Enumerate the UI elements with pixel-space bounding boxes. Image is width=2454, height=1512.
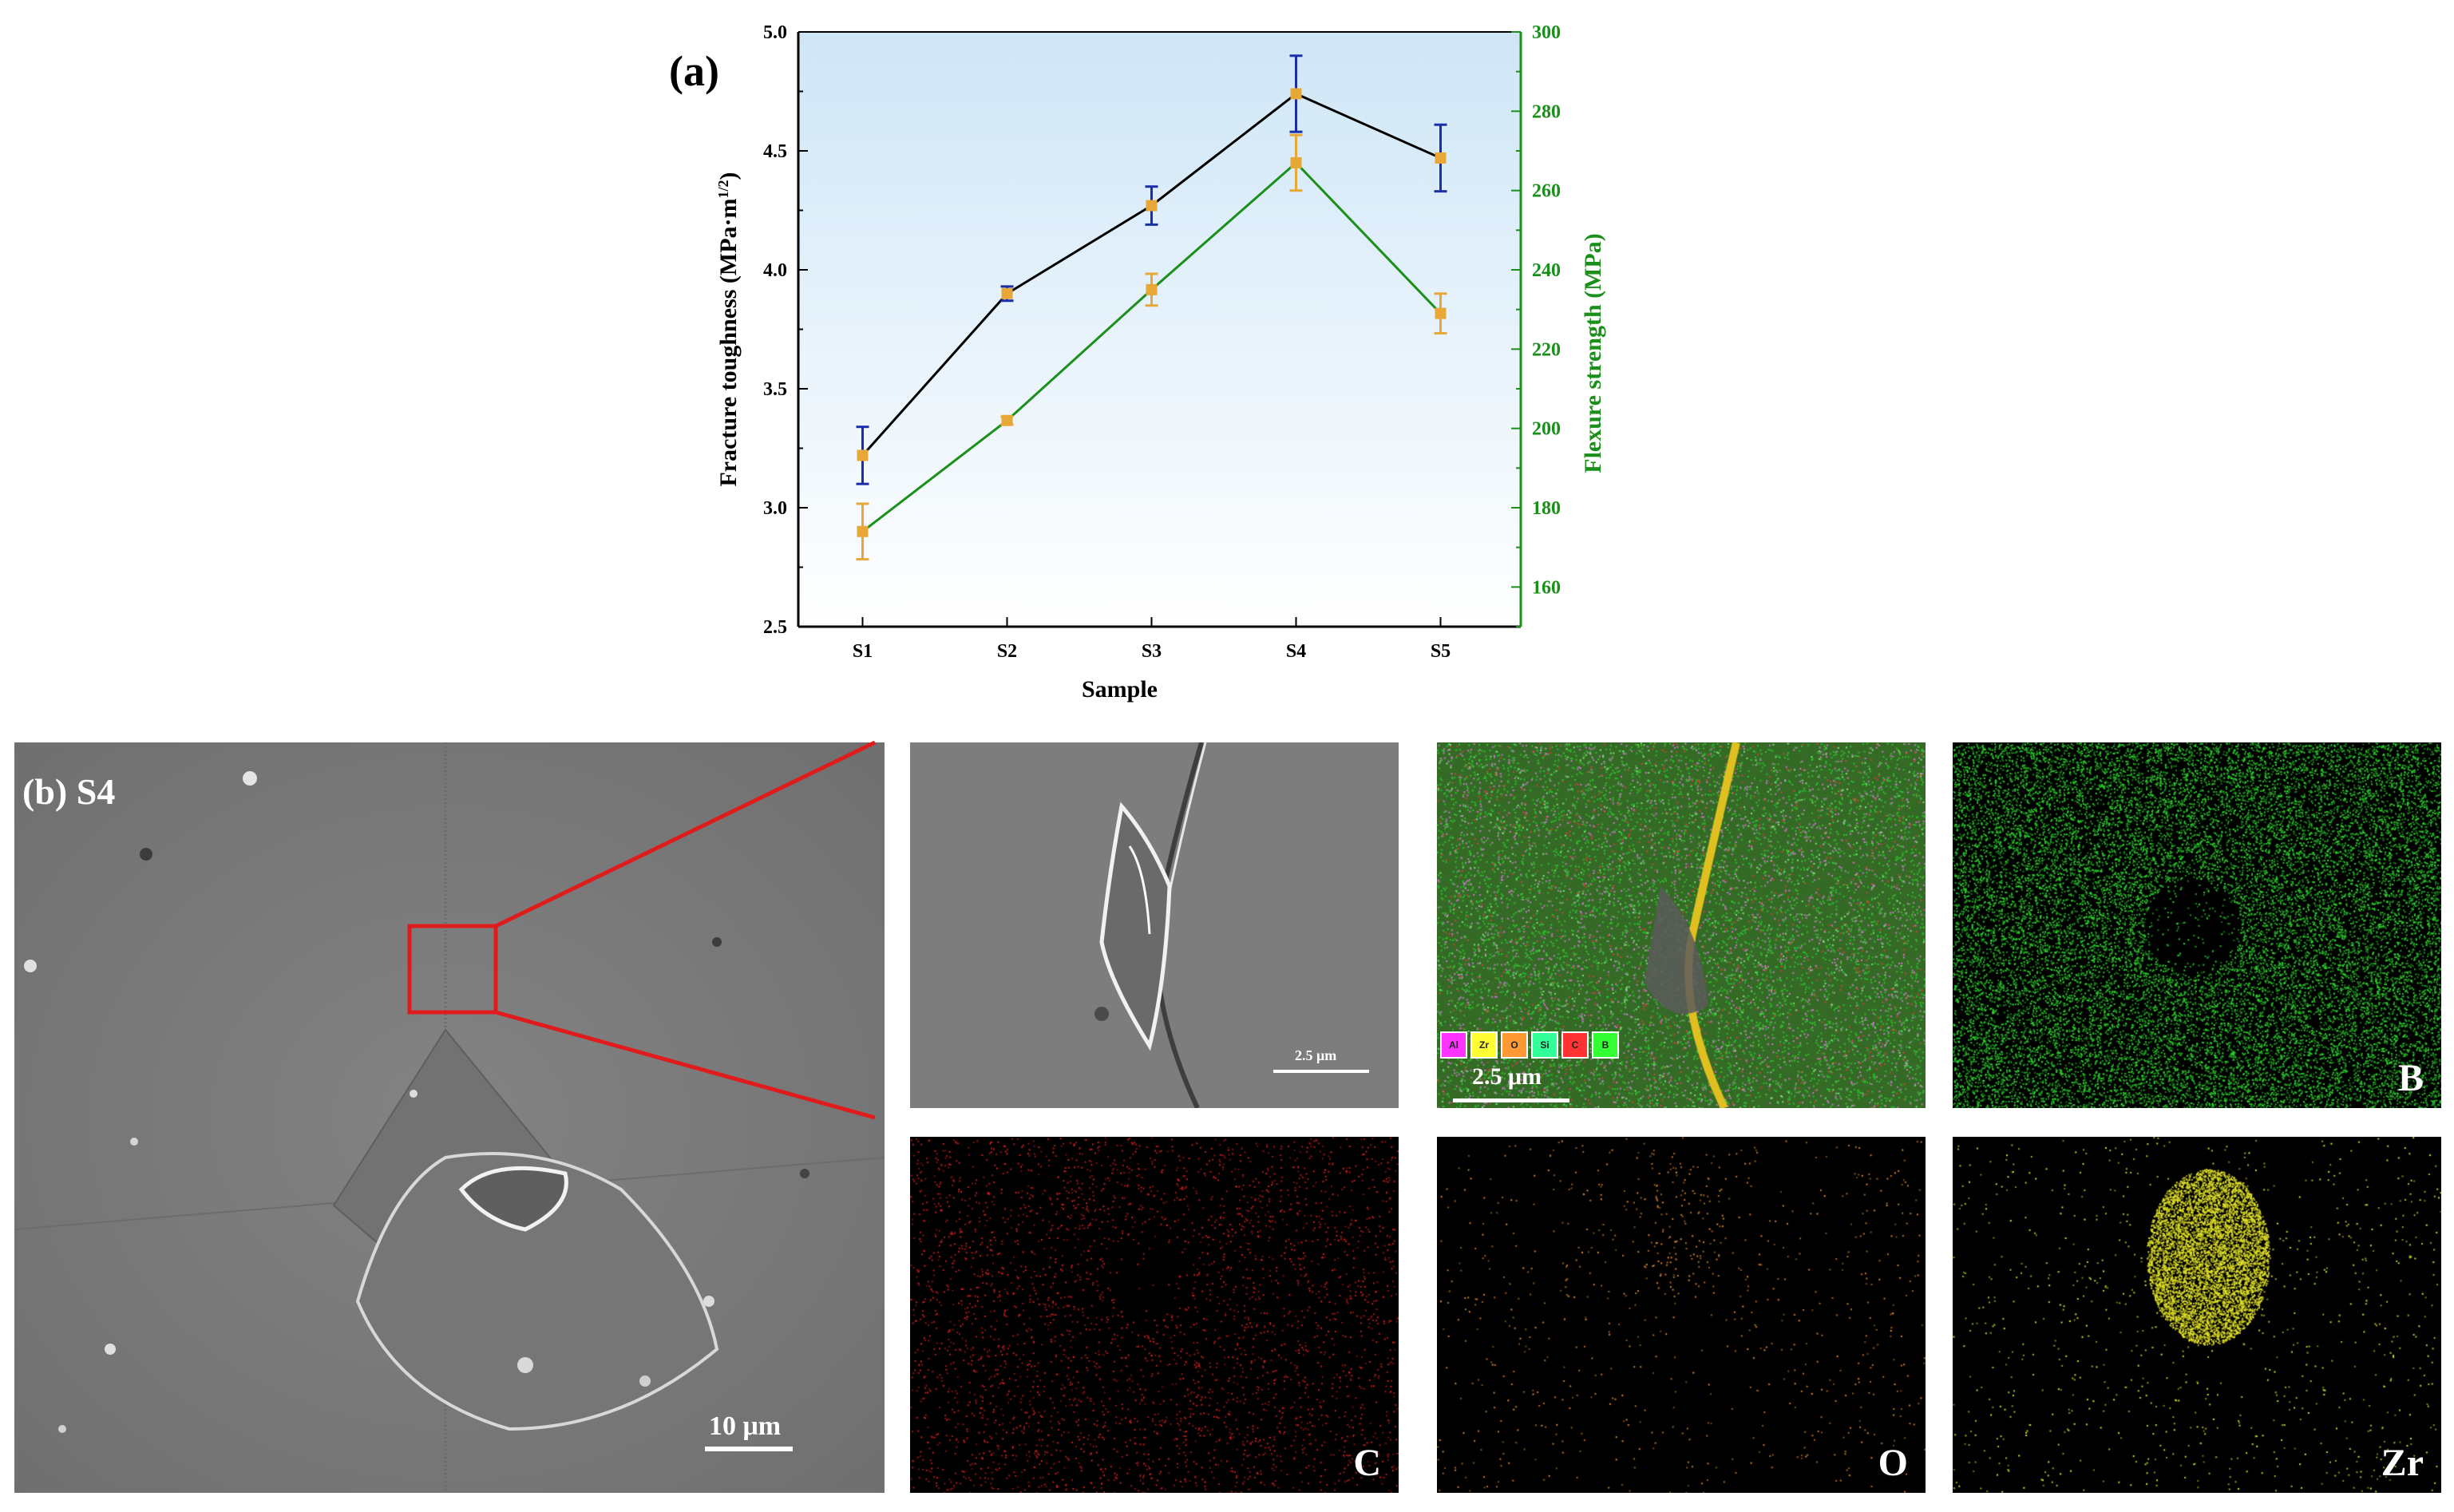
eds-map-b: B bbox=[1953, 742, 2441, 1108]
y-right-tick-label: 260 bbox=[1532, 181, 1561, 202]
sem-indent-texture bbox=[14, 742, 885, 1493]
y-left-tick-label: 4.5 bbox=[763, 141, 787, 162]
eds-map-b-dots bbox=[1953, 742, 2441, 1108]
series-2-point bbox=[1001, 414, 1013, 426]
scale-bar-overlay bbox=[1453, 1098, 1569, 1102]
x-tick-label: S4 bbox=[1286, 641, 1306, 662]
y-left-tick-label: 3.0 bbox=[763, 498, 787, 519]
series-1-point bbox=[1146, 200, 1158, 212]
x-tick-label: S1 bbox=[853, 641, 873, 662]
eds-map-c: C bbox=[910, 1137, 1399, 1493]
x-tick-label: S2 bbox=[997, 641, 1017, 662]
eds-map-zr: Zr bbox=[1953, 1137, 2441, 1493]
eds-map-o: O bbox=[1437, 1137, 1926, 1493]
eds-overlay-map: Al Zr O Si C B 2.5 μm bbox=[1437, 742, 1926, 1108]
y-right-tick-label: 240 bbox=[1532, 260, 1561, 281]
element-label-c: C bbox=[1353, 1442, 1381, 1484]
x-tick-label: S3 bbox=[1142, 641, 1162, 662]
panel-b-label: (b) bbox=[22, 771, 68, 812]
legend-chip-o: O bbox=[1501, 1031, 1528, 1059]
scale-bar-overlay-label: 2.5 μm bbox=[1472, 1063, 1542, 1090]
legend-chip-c: C bbox=[1561, 1031, 1589, 1059]
y-right-tick-label: 200 bbox=[1532, 419, 1561, 440]
element-label-b: B bbox=[2397, 1057, 2424, 1099]
legend-chip-zr: Zr bbox=[1470, 1031, 1498, 1059]
y-left-label-end: ) bbox=[715, 172, 742, 180]
series-1-point bbox=[1435, 152, 1447, 164]
y-right-tick-label: 180 bbox=[1532, 498, 1561, 519]
element-label-zr: Zr bbox=[2381, 1442, 2424, 1484]
element-label-o: O bbox=[1878, 1442, 1908, 1484]
y-left-axis-label: Fracture toughness (MPa·m1/2) bbox=[715, 172, 742, 486]
sem-zoom-image: 2.5 μm bbox=[910, 742, 1399, 1108]
zoom-region-box bbox=[407, 924, 498, 1015]
y-right-tick-label: 220 bbox=[1532, 339, 1561, 360]
y-left-tick-label: 5.0 bbox=[763, 22, 787, 43]
plot-area bbox=[798, 32, 1521, 627]
y-left-tick-label: 2.5 bbox=[763, 617, 787, 638]
fracture-flexure-chart: 2.5 3.0 3.5 4.0 4.5 5.0 160 180 200 220 240 260 280 3… bbox=[715, 22, 1606, 703]
y-left-label-main: Fracture toughness (MPa·m bbox=[715, 198, 742, 486]
scale-bar-zoom-label: 2.5 μm bbox=[1295, 1047, 1337, 1063]
eds-map-c-dots bbox=[910, 1137, 1399, 1493]
eds-map-zr-dots bbox=[1953, 1137, 2441, 1493]
scale-bar-main-label: 10 μm bbox=[709, 1411, 782, 1441]
x-tick-label: S5 bbox=[1431, 641, 1451, 662]
legend-chip-al: Al bbox=[1440, 1031, 1467, 1059]
series-2-point bbox=[1290, 156, 1302, 168]
y-right-tick-label: 300 bbox=[1532, 22, 1561, 43]
y-left-label-sup: 1/2 bbox=[715, 180, 731, 198]
sem-indent-image: (b) S4 10 μm bbox=[14, 742, 885, 1493]
series-1-point bbox=[1290, 88, 1302, 100]
y-right-tick-label: 160 bbox=[1532, 577, 1561, 598]
legend-chip-si: Si bbox=[1531, 1031, 1558, 1059]
y-right-axis-label: Flexure strength (MPa) bbox=[1580, 233, 1606, 473]
x-axis-label: Sample bbox=[1082, 676, 1158, 703]
y-left-tick-label: 3.5 bbox=[763, 379, 787, 400]
sem-zoom-texture bbox=[910, 742, 1399, 1108]
y-right-tick-label: 280 bbox=[1532, 101, 1561, 122]
y-left-tick-label: 4.0 bbox=[763, 260, 787, 281]
series-2-point bbox=[1146, 283, 1158, 295]
eds-map-o-dots bbox=[1437, 1137, 1926, 1493]
panel-a-label: (a) bbox=[669, 47, 719, 95]
legend-chip-b: B bbox=[1592, 1031, 1619, 1059]
series-2-point bbox=[1435, 307, 1447, 319]
sample-label: S4 bbox=[76, 771, 116, 812]
series-1-point bbox=[857, 449, 869, 461]
series-2-point bbox=[857, 525, 869, 537]
series-1-point bbox=[1001, 287, 1013, 299]
